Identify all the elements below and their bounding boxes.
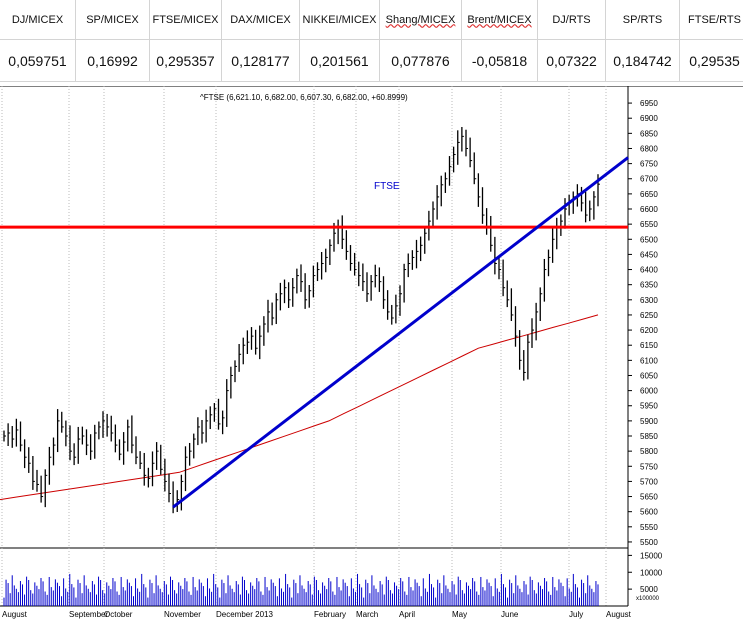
x-month-label: July <box>569 610 583 619</box>
volume-unit-label: x100000 <box>636 596 660 602</box>
y-tick-label: 6100 <box>640 356 658 365</box>
y-tick-label: 6900 <box>640 114 658 123</box>
chart-svg: 5500 5550 5600 5650 5700 5750 5800 5850 5900 5950… <box>0 85 743 619</box>
sheet-value-5[interactable]: 0,077876 <box>380 40 462 82</box>
y-tick-label: 6400 <box>640 266 658 275</box>
y-tick-label: 6000 <box>640 387 658 396</box>
moving-average-line <box>0 314 599 501</box>
y-tick-label: 6050 <box>640 371 658 380</box>
sheet-header-4[interactable]: NIKKEI/MICEX <box>300 0 380 40</box>
y-tick-label: 5800 <box>640 447 658 456</box>
volume-tick-label: 5000 <box>640 585 658 594</box>
x-month-label: August <box>606 610 632 619</box>
x-month-label: February <box>314 610 346 619</box>
sheet-header-9[interactable]: FTSE/RTS <box>680 0 743 40</box>
sheet-header-6[interactable]: Brent/MICEX <box>462 0 538 40</box>
x-month-label: December 2013 <box>216 610 273 619</box>
y-tick-label: 5650 <box>640 493 658 502</box>
x-month-label: August <box>2 610 28 619</box>
x-month-label: June <box>501 610 519 619</box>
x-month-label: March <box>356 610 378 619</box>
sheet-value-1[interactable]: 0,16992 <box>76 40 150 82</box>
y-tick-label: 6950 <box>640 99 658 108</box>
spreadsheet-strip: DJ/MICEX 0,059751 SP/MICEX 0,16992 FTSE/MICE… <box>0 0 743 82</box>
sheet-value-7[interactable]: 0,07322 <box>538 40 606 82</box>
sheet-value-2[interactable]: 0,295357 <box>150 40 222 82</box>
sheet-value-8[interactable]: 0,184742 <box>606 40 680 82</box>
chart-title: FTSE <box>374 181 400 192</box>
y-tick-label: 6750 <box>640 160 658 169</box>
y-tick-label: 6500 <box>640 235 658 244</box>
sheet-value-0[interactable]: 0,059751 <box>0 40 76 82</box>
x-month-label: April <box>399 610 415 619</box>
sheet-header-0[interactable]: DJ/MICEX <box>0 0 76 40</box>
trend-line <box>172 156 629 509</box>
y-tick-label: 5550 <box>640 523 658 532</box>
sheet-header-8[interactable]: SP/RTS <box>606 0 680 40</box>
y-tick-label: 6850 <box>640 129 658 138</box>
y-tick-label: 6200 <box>640 326 658 335</box>
y-tick-label: 6650 <box>640 190 658 199</box>
y-tick-label: 6800 <box>640 144 658 153</box>
sheet-value-9[interactable]: 0,29535 <box>680 40 743 82</box>
sheet-header-2[interactable]: FTSE/MICEX <box>150 0 222 40</box>
x-month-label: November <box>164 610 201 619</box>
y-tick-label: 6150 <box>640 341 658 350</box>
sheet-value-4[interactable]: 0,201561 <box>300 40 380 82</box>
y-tick-label: 6700 <box>640 175 658 184</box>
y-tick-label: 5950 <box>640 402 658 411</box>
y-tick-label: 5700 <box>640 477 658 486</box>
y-tick-label: 6550 <box>640 220 658 229</box>
y-tick-label: 6350 <box>640 281 658 290</box>
volume-tick-label: 15000 <box>640 551 663 560</box>
y-tick-label: 5500 <box>640 538 658 547</box>
sheet-header-3[interactable]: DAX/MICEX <box>222 0 300 40</box>
sheet-header-5[interactable]: Shang/MICEX <box>380 0 462 40</box>
sheet-header-7[interactable]: DJ/RTS <box>538 0 606 40</box>
y-tick-label: 5600 <box>640 508 658 517</box>
sheet-value-6[interactable]: -0,05818 <box>462 40 538 82</box>
sheet-header-1[interactable]: SP/MICEX <box>76 0 150 40</box>
y-tick-label: 6300 <box>640 296 658 305</box>
x-month-label: October <box>104 610 133 619</box>
y-tick-label: 5850 <box>640 432 658 441</box>
y-tick-label: 6250 <box>640 311 658 320</box>
y-tick-label: 6600 <box>640 205 658 214</box>
x-month-label: May <box>452 610 467 619</box>
sheet-value-3[interactable]: 0,128177 <box>222 40 300 82</box>
ftse-chart: 5500 5550 5600 5650 5700 5750 5800 5850 5900 5950… <box>0 85 743 619</box>
x-month-label: September <box>69 610 108 619</box>
y-tick-label: 5900 <box>640 417 658 426</box>
volume-tick-label: 10000 <box>640 568 663 577</box>
y-tick-label: 6450 <box>640 250 658 259</box>
y-tick-label: 5750 <box>640 462 658 471</box>
ohlc-label: ^FTSE (6,621.10, 6,682.00, 6,607.30, 6,6… <box>200 93 408 102</box>
